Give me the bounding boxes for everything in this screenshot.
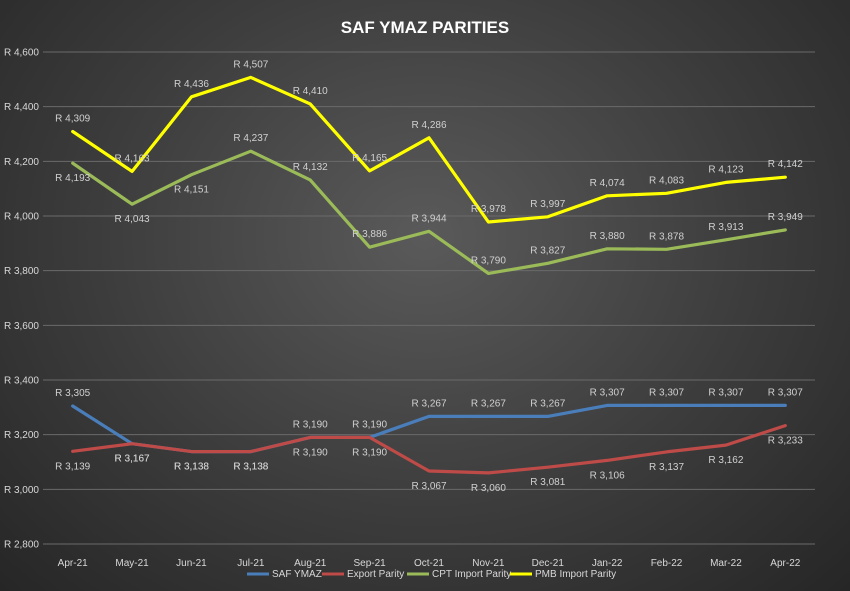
y-tick-label: R 3,400: [4, 376, 39, 387]
x-tick-label: Jun-21: [176, 558, 207, 569]
series-line-0: [71, 403, 787, 454]
data-label: R 4,165: [352, 153, 387, 164]
x-tick-label: May-21: [115, 558, 149, 569]
data-label: R 3,997: [530, 199, 565, 210]
y-tick-label: R 3,000: [4, 485, 39, 496]
data-label: R 3,307: [649, 387, 684, 398]
x-axis-ticks: Apr-21 May-21 Jun-21 Jul-21 Aug-21 Sep-21 Oct-…: [58, 558, 801, 569]
data-label: R 4,074: [590, 178, 625, 189]
data-label: R 3,827: [530, 245, 565, 256]
data-label: R 3,878: [649, 231, 684, 242]
data-label: R 3,167: [115, 454, 150, 465]
data-label: R 3,138: [233, 462, 268, 473]
y-tick-label: R 3,800: [4, 266, 39, 277]
x-tick-label: Nov-21: [472, 558, 505, 569]
data-label: R 3,267: [471, 398, 506, 409]
legend-label: SAF YMAZ: [272, 569, 322, 580]
x-tick-label: Oct-21: [414, 558, 444, 569]
data-label: R 3,233: [768, 436, 803, 447]
x-tick-label: Apr-21: [58, 558, 88, 569]
data-label: R 3,305: [55, 388, 90, 399]
series-line-1: [71, 424, 787, 475]
data-label: R 3,267: [411, 398, 446, 409]
legend: SAF YMAZ Export Parity CPT Import Parity PM…: [247, 569, 616, 580]
data-label: R 4,286: [411, 120, 446, 131]
data-label: R 3,978: [471, 204, 506, 215]
data-label: R 4,123: [708, 164, 743, 175]
data-label: R 3,138: [174, 462, 209, 473]
x-tick-label: Feb-22: [651, 558, 683, 569]
x-tick-label: Jan-22: [592, 558, 623, 569]
data-label: R 4,151: [174, 185, 209, 196]
y-tick-label: R 4,200: [4, 157, 39, 168]
data-label: R 3,190: [352, 447, 387, 458]
data-label: R 4,237: [233, 133, 268, 144]
data-label: R 3,137: [649, 462, 684, 473]
data-label: R 3,886: [352, 229, 387, 240]
data-label: R 3,944: [411, 213, 446, 224]
data-label: R 3,139: [55, 461, 90, 472]
y-tick-label: R 3,600: [4, 321, 39, 332]
chart-title: SAF YMAZ PARITIES: [341, 18, 509, 37]
data-label: R 3,267: [530, 398, 565, 409]
legend-label: PMB Import Parity: [535, 569, 616, 580]
data-label: R 4,083: [649, 175, 684, 186]
y-tick-label: R 4,600: [4, 48, 39, 59]
series-line-3: [71, 75, 787, 224]
data-label: R 3,138: [174, 462, 209, 473]
data-label: R 4,410: [293, 86, 328, 97]
data-label: R 4,436: [174, 79, 209, 90]
data-label: R 3,190: [293, 447, 328, 458]
data-label: R 3,106: [590, 470, 625, 481]
data-label: R 3,307: [768, 387, 803, 398]
y-tick-label: R 3,200: [4, 430, 39, 441]
data-label: R 4,309: [55, 114, 90, 125]
data-label: R 3,190: [352, 419, 387, 430]
x-tick-label: Jul-21: [237, 558, 265, 569]
data-label: R 3,949: [768, 212, 803, 223]
data-label: R 3,913: [708, 222, 743, 233]
data-label: R 3,162: [708, 455, 743, 466]
series-lines: [71, 75, 787, 475]
data-label: R 3,138: [233, 462, 268, 473]
data-label: R 4,193: [55, 173, 90, 184]
x-tick-label: Dec-21: [532, 558, 565, 569]
x-tick-label: Apr-22: [770, 558, 800, 569]
gridlines: [43, 51, 815, 545]
data-label: R 3,190: [293, 419, 328, 430]
data-label: R 4,163: [115, 153, 150, 164]
data-label: R 4,142: [768, 159, 803, 170]
data-label: R 3,067: [411, 481, 446, 492]
data-label: R 4,507: [233, 59, 268, 70]
data-label: R 3,081: [530, 477, 565, 488]
legend-label: Export Parity: [347, 569, 404, 580]
data-label: R 3,307: [590, 387, 625, 398]
y-tick-label: R 2,800: [4, 540, 39, 551]
y-axis-ticks: R 2,800 R 3,000 R 3,200 R 3,400 R 3,600 R 3,8…: [4, 48, 39, 551]
data-label: R 4,132: [293, 162, 328, 173]
data-label: R 4,043: [115, 214, 150, 225]
x-tick-label: Mar-22: [710, 558, 742, 569]
data-label: R 3,307: [708, 387, 743, 398]
data-label: R 3,167: [115, 454, 150, 465]
series-line-2: [71, 149, 787, 275]
x-tick-label: Sep-21: [353, 558, 386, 569]
x-tick-label: Aug-21: [294, 558, 327, 569]
data-labels: R 3,305 R 3,167 R 3,138 R 3,138 R 3,190 R 3,1…: [55, 59, 803, 494]
data-label: R 3,060: [471, 483, 506, 494]
data-label: R 3,790: [471, 255, 506, 266]
data-label: R 3,880: [590, 231, 625, 242]
legend-label: CPT Import Parity: [432, 569, 511, 580]
y-tick-label: R 4,400: [4, 102, 39, 113]
y-tick-label: R 4,000: [4, 212, 39, 223]
